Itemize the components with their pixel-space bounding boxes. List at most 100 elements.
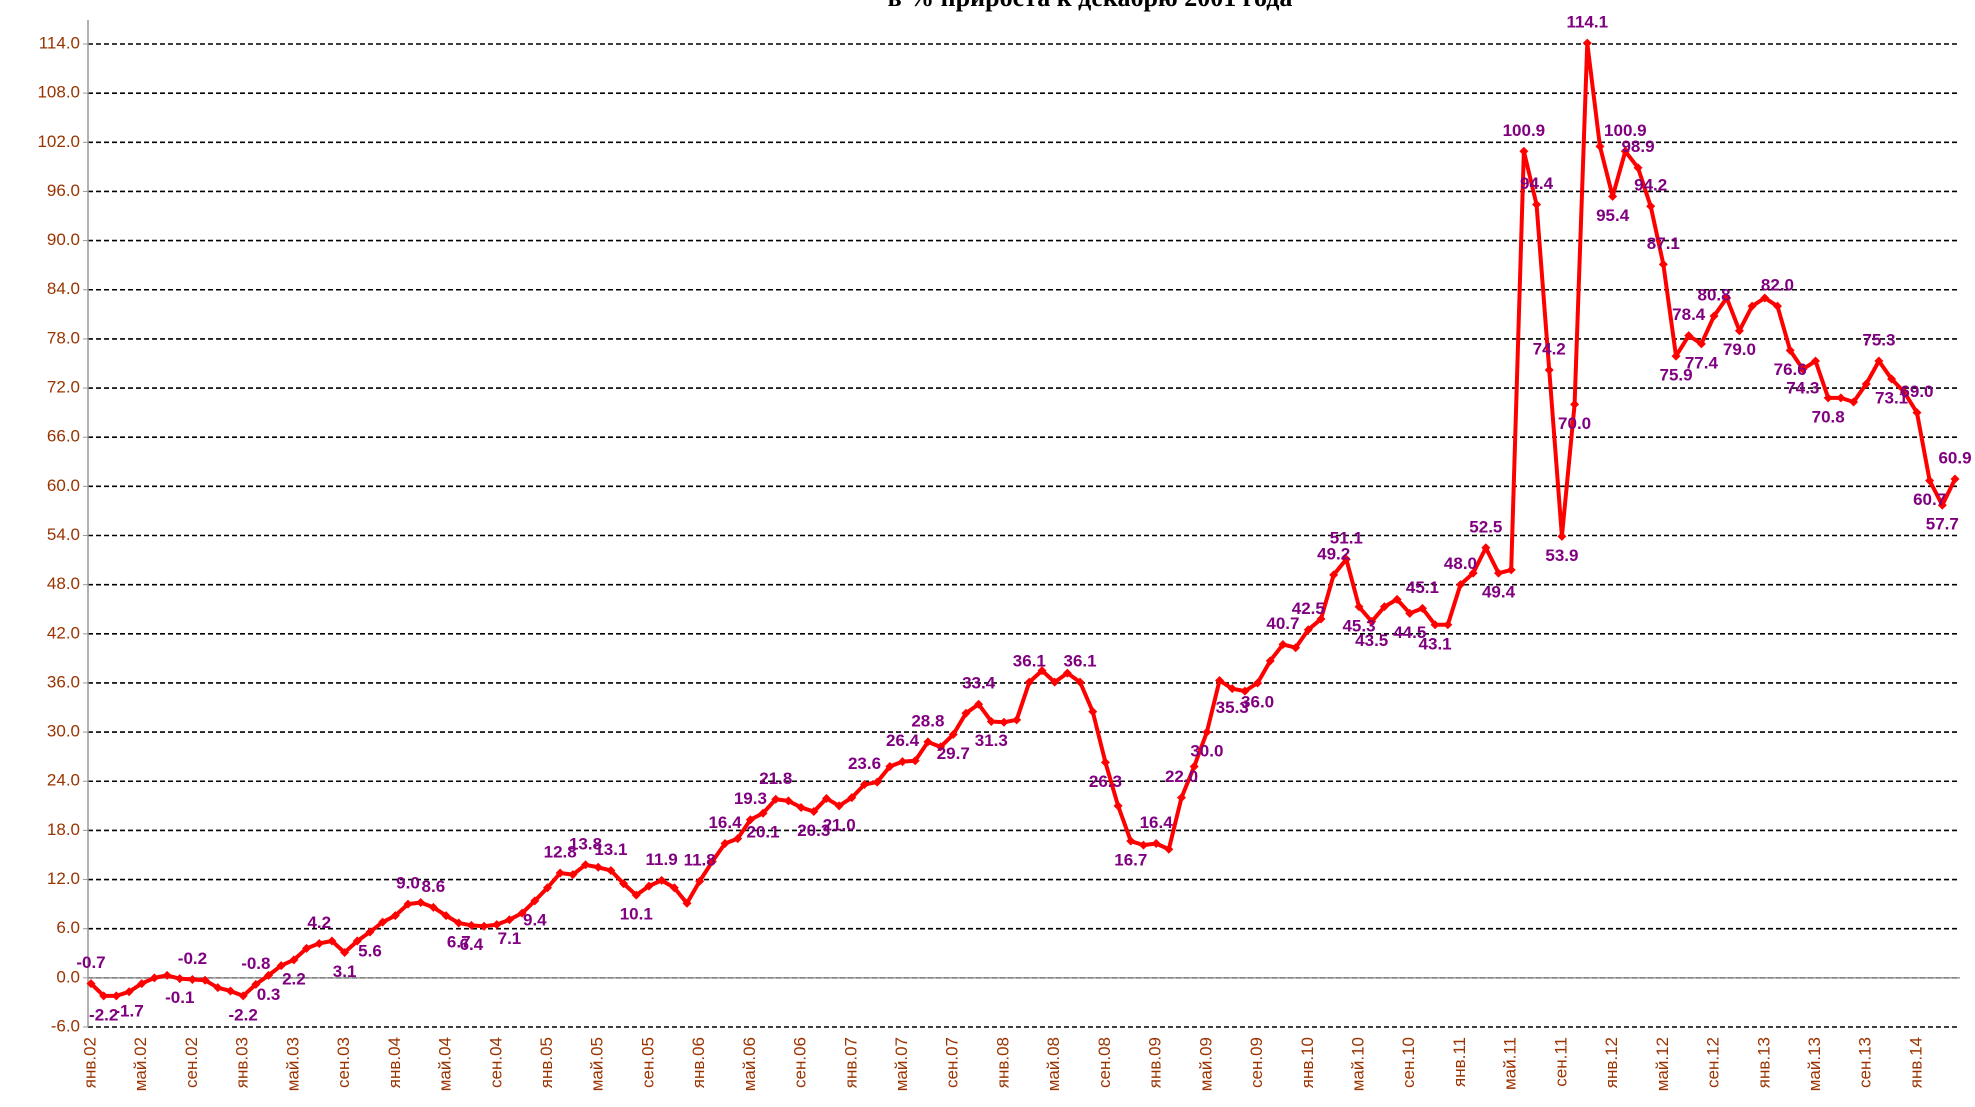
data-label: 53.9: [1545, 546, 1578, 565]
data-point: [783, 796, 793, 806]
data-point: [86, 979, 96, 989]
data-label: 20.1: [747, 823, 780, 842]
data-point: [1303, 625, 1313, 635]
data-point: [149, 973, 159, 983]
data-point: [1367, 617, 1377, 627]
data-label: -2.2: [229, 1005, 258, 1024]
data-label: 26.3: [1089, 772, 1122, 791]
data-point: [758, 808, 768, 818]
data-point: [581, 860, 591, 870]
data-point: [898, 757, 908, 767]
data-point: [1836, 393, 1846, 403]
y-tick-label: 30.0: [47, 722, 80, 741]
x-tick-label: май.09: [1196, 1037, 1215, 1091]
data-point: [264, 970, 274, 980]
data-point: [1151, 839, 1161, 849]
data-label: 19.3: [734, 789, 767, 808]
data-label: 43.5: [1355, 631, 1388, 650]
data-point: [1329, 570, 1339, 580]
x-tick-label: май.11: [1501, 1037, 1520, 1090]
data-label: 29.7: [937, 744, 970, 763]
data-point: [1684, 331, 1694, 341]
x-tick-label: май.03: [283, 1037, 302, 1091]
data-point: [1874, 356, 1884, 366]
data-label: 35.3: [1216, 698, 1249, 717]
data-point: [1316, 614, 1326, 624]
data-label: 52.5: [1469, 517, 1502, 536]
data-point: [1037, 666, 1047, 676]
data-point: [669, 883, 679, 893]
data-point: [1164, 844, 1174, 854]
data-point: [999, 717, 1009, 727]
data-point: [1430, 620, 1440, 630]
data-point: [631, 890, 641, 900]
data-point: [1899, 387, 1909, 397]
data-point: [1658, 259, 1668, 269]
x-tick-label: сен.13: [1856, 1037, 1875, 1088]
data-label: 33.4: [962, 674, 996, 693]
y-tick-label: 48.0: [47, 574, 80, 593]
data-point: [1519, 146, 1529, 156]
data-point: [847, 793, 857, 803]
data-point: [1177, 793, 1187, 803]
data-point: [1227, 684, 1237, 694]
data-label: 75.3: [1862, 331, 1895, 350]
data-point: [1481, 543, 1491, 553]
x-tick-label: сен.05: [638, 1037, 657, 1088]
data-point: [1291, 643, 1301, 653]
x-tick-label: янв.08: [993, 1037, 1012, 1088]
data-label: -0.2: [178, 949, 207, 968]
x-tick-label: янв.13: [1754, 1037, 1773, 1088]
data-label: 36.1: [1064, 652, 1097, 671]
data-label: 31.3: [975, 731, 1008, 750]
data-point: [1722, 293, 1732, 303]
data-point: [1024, 677, 1034, 687]
x-tick-label: янв.02: [80, 1037, 99, 1088]
data-label: 45.3: [1342, 616, 1375, 635]
data-label: 8.6: [422, 877, 446, 896]
data-point: [1113, 801, 1123, 811]
y-tick-label: 84.0: [47, 279, 80, 298]
data-point: [365, 927, 375, 937]
data-point: [1608, 191, 1618, 201]
x-tick-label: май.08: [1044, 1037, 1063, 1091]
chart-title: в % прироста к декабрю 2001 года: [888, 0, 1293, 12]
data-point: [1138, 840, 1148, 850]
data-label: 74.2: [1533, 340, 1566, 359]
x-tick-label: май.06: [740, 1037, 759, 1091]
data-point: [162, 970, 172, 980]
data-point: [1443, 620, 1453, 630]
x-tick-label: сен.02: [182, 1037, 201, 1088]
data-point: [1278, 639, 1288, 649]
data-label: 70.0: [1558, 414, 1591, 433]
data-point: [1633, 163, 1643, 173]
data-label: 6.4: [460, 935, 484, 954]
data-point: [720, 839, 730, 849]
data-point: [555, 868, 565, 878]
data-point: [821, 793, 831, 803]
y-tick-label: 96.0: [47, 181, 80, 200]
data-point: [1240, 686, 1250, 696]
y-tick-label: 114.0: [39, 33, 80, 52]
data-point: [289, 955, 299, 965]
data-label: 42.5: [1292, 599, 1325, 618]
data-line: [89, 41, 1957, 998]
data-label: 28.8: [911, 711, 944, 730]
data-label: 9.4: [523, 910, 547, 929]
data-point: [1012, 715, 1022, 725]
data-point: [1760, 293, 1770, 303]
x-tick-label: май.12: [1653, 1037, 1672, 1091]
data-point: [936, 742, 946, 752]
data-point: [378, 917, 388, 927]
data-label: 49.2: [1317, 544, 1350, 563]
data-point: [1747, 301, 1757, 311]
data-label: 6.7: [447, 932, 471, 951]
data-point: [1405, 608, 1415, 618]
data-point: [200, 975, 210, 985]
data-point: [1696, 339, 1706, 349]
data-point: [644, 881, 654, 891]
data-label: 16.7: [1114, 851, 1147, 870]
x-tick-label: май.10: [1349, 1037, 1368, 1091]
data-point: [1785, 345, 1795, 355]
data-label: 60.9: [1938, 448, 1971, 467]
